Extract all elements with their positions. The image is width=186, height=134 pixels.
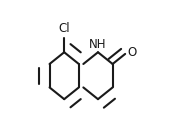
Text: Cl: Cl [58,22,70,35]
Text: O: O [127,46,136,59]
Text: NH: NH [89,38,107,51]
